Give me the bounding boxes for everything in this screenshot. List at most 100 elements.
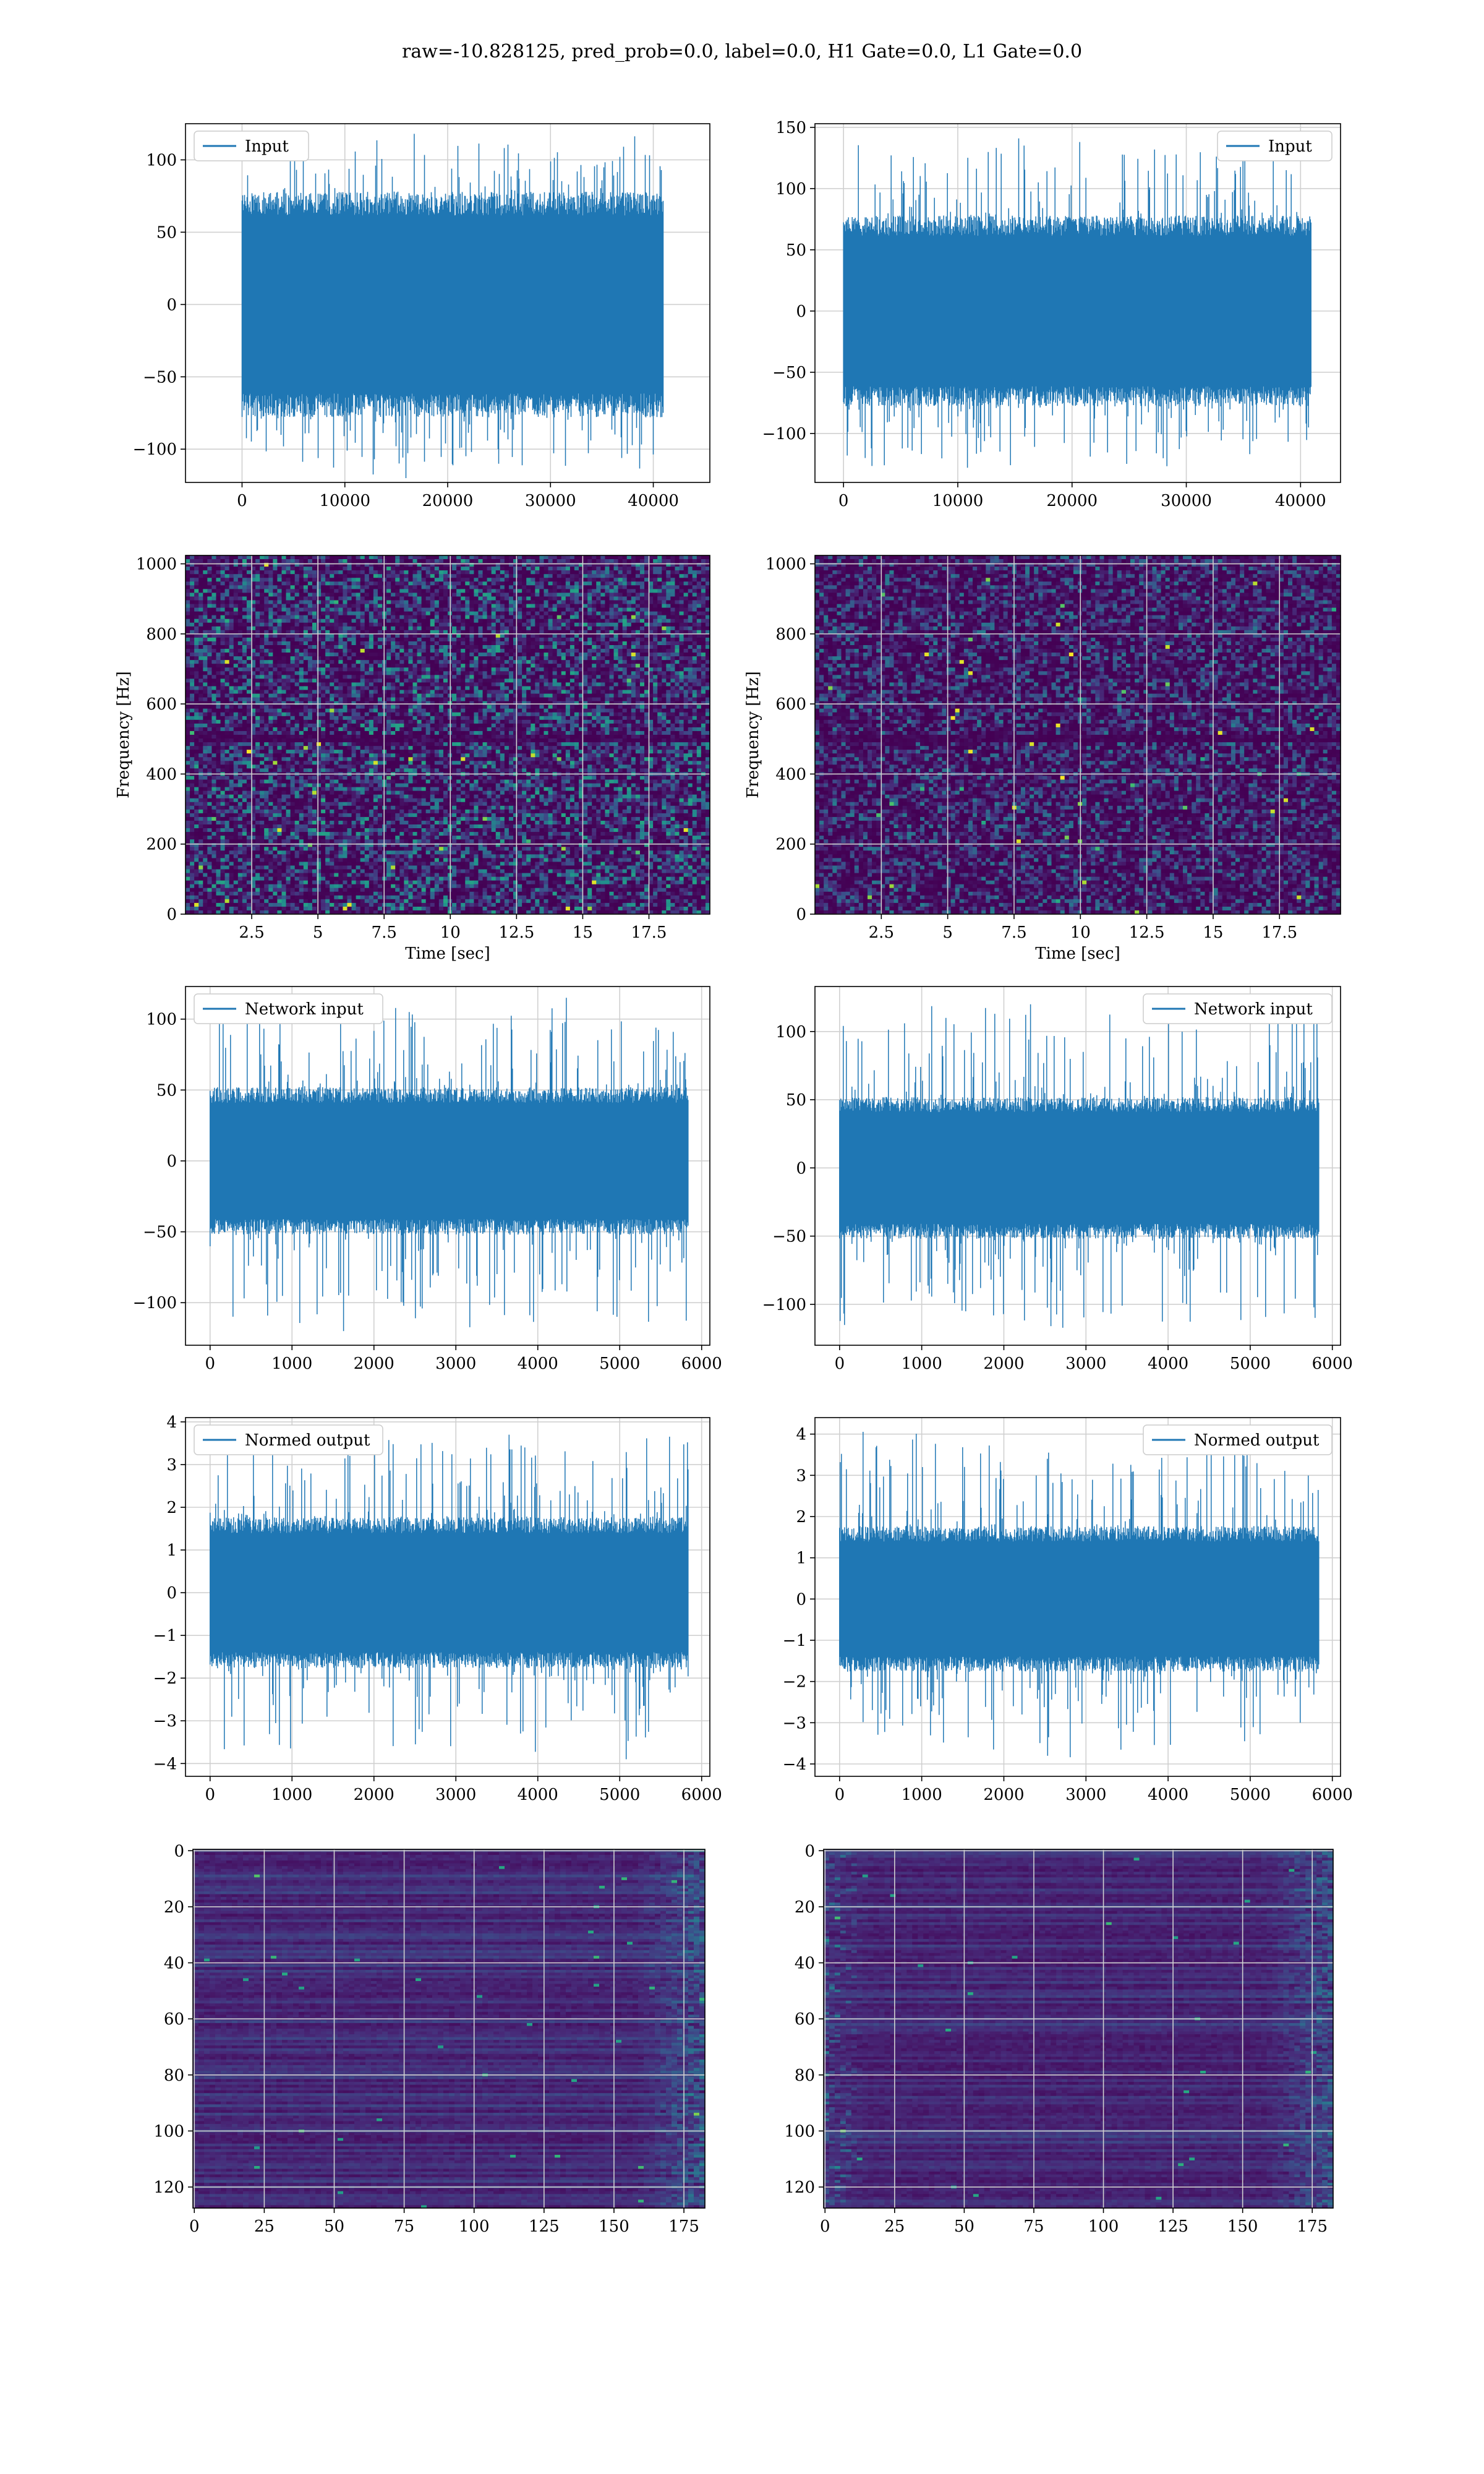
- x-tick-label: 0: [189, 2217, 200, 2236]
- y-tick-label: 100: [146, 1011, 177, 1029]
- x-tick-label: 15: [573, 923, 593, 942]
- y-tick-label: 1000: [136, 555, 177, 574]
- x-tick-label: 20000: [422, 492, 474, 510]
- y-tick-label: 20: [164, 1898, 184, 1917]
- y-tick-label: 0: [804, 1842, 815, 1860]
- x-tick-label: 2.5: [869, 923, 894, 942]
- y-tick-label: 200: [146, 836, 177, 854]
- y-tick-label: 0: [796, 1159, 806, 1178]
- x-tick-label: 6000: [1312, 1355, 1353, 1373]
- x-tick-label: 0: [820, 2217, 830, 2236]
- x-tick-label: 0: [205, 1355, 215, 1373]
- x-tick-label: 100: [1088, 2217, 1119, 2236]
- y-tick-label: 50: [786, 241, 806, 260]
- x-tick-label: 5: [942, 923, 953, 942]
- x-tick-label: 1000: [271, 1355, 312, 1373]
- y-axis-label: Frequency [Hz]: [744, 671, 762, 798]
- y-tick-label: 0: [166, 296, 177, 314]
- y-tick-label: 100: [784, 2122, 815, 2141]
- y-tick-label: −100: [133, 1294, 177, 1312]
- y-tick-label: 50: [156, 1081, 177, 1100]
- x-tick-label: 125: [529, 2217, 560, 2236]
- x-tick-label: 17.5: [1261, 923, 1297, 942]
- x-tick-label: 6000: [681, 1786, 722, 1804]
- y-tick-label: 0: [166, 905, 177, 924]
- x-axis-label: Time [sec]: [405, 944, 490, 963]
- x-tick-label: 1000: [271, 1786, 312, 1804]
- y-tick-label: 0: [796, 905, 806, 924]
- y-tick-label: 100: [153, 2122, 184, 2141]
- x-tick-label: 10: [1070, 923, 1091, 942]
- x-tick-label: 75: [1023, 2217, 1044, 2236]
- x-tick-label: 10: [440, 923, 461, 942]
- y-tick-label: −3: [783, 1714, 806, 1732]
- y-tick-label: 40: [164, 1954, 184, 1973]
- feat-h1-cells: [193, 1849, 706, 2209]
- x-tick-label: 50: [324, 2217, 344, 2236]
- x-tick-label: 15: [1203, 923, 1223, 942]
- y-tick-label: 80: [795, 2066, 815, 2085]
- y-tick-label: −100: [762, 425, 806, 443]
- x-tick-label: 125: [1158, 2217, 1188, 2236]
- y-tick-label: −1: [783, 1632, 806, 1650]
- legend-label: Normed output: [1194, 1431, 1320, 1450]
- x-tick-label: 4000: [1148, 1355, 1188, 1373]
- y-tick-label: 4: [166, 1413, 177, 1432]
- x-tick-label: 175: [668, 2217, 699, 2236]
- x-tick-label: 20000: [1046, 492, 1098, 510]
- x-tick-label: 0: [835, 1355, 845, 1373]
- x-tick-label: 5: [313, 923, 323, 942]
- y-tick-label: −1: [153, 1627, 177, 1645]
- y-tick-label: 2: [166, 1499, 177, 1517]
- spec-l1-chart: 2.5 5 7.5 10 12.5 15 17.502004006008001000Time…: [744, 555, 1341, 963]
- y-tick-label: −3: [153, 1712, 177, 1731]
- x-tick-label: 1000: [902, 1786, 942, 1804]
- y-tick-label: 100: [146, 151, 177, 169]
- y-tick-label: 50: [156, 223, 177, 242]
- norm-l1-legend: Normed output: [1143, 1425, 1332, 1455]
- x-tick-label: 3000: [1065, 1355, 1106, 1373]
- legend-label: Network input: [1194, 1000, 1313, 1019]
- x-tick-label: 2000: [983, 1355, 1024, 1373]
- x-tick-label: 3000: [435, 1786, 476, 1804]
- y-tick-label: 2: [796, 1508, 806, 1526]
- input-l1-series-line: [843, 138, 1311, 468]
- x-tick-label: 0: [237, 492, 247, 510]
- x-tick-label: 7.5: [1001, 923, 1026, 942]
- y-tick-label: 600: [146, 695, 177, 714]
- y-tick-label: 400: [146, 765, 177, 784]
- x-tick-label: 12.5: [1129, 923, 1165, 942]
- y-tick-label: 0: [796, 302, 806, 321]
- y-tick-label: −2: [153, 1669, 177, 1688]
- y-tick-label: 800: [146, 625, 177, 644]
- x-tick-label: 3000: [1065, 1786, 1106, 1804]
- legend-label: Input: [1268, 137, 1312, 156]
- x-tick-label: 0: [835, 1786, 845, 1804]
- y-tick-label: −50: [772, 1228, 806, 1246]
- spec-h1-cells: [186, 555, 710, 915]
- x-tick-label: 25: [884, 2217, 905, 2236]
- y-tick-label: 400: [775, 765, 806, 784]
- y-tick-label: −4: [783, 1755, 806, 1774]
- x-tick-label: 1000: [902, 1355, 942, 1373]
- x-tick-label: 10000: [319, 492, 370, 510]
- x-tick-label: 40000: [628, 492, 679, 510]
- x-tick-label: 50: [954, 2217, 974, 2236]
- input-l1-chart: 0 10000 20000 30000 40000−100−50050100150Inp…: [762, 119, 1341, 510]
- norm-h1-chart: 0 1000 2000 3000 4000 5000 6000−4−3−2−101234No…: [153, 1413, 722, 1804]
- x-tick-label: 40000: [1275, 492, 1326, 510]
- y-axis-label: Frequency [Hz]: [114, 671, 133, 798]
- y-tick-label: 0: [166, 1584, 177, 1603]
- y-tick-label: 1: [796, 1549, 806, 1568]
- x-tick-label: 2000: [354, 1786, 394, 1804]
- x-axis-label: Time [sec]: [1035, 944, 1120, 963]
- y-tick-label: −50: [772, 364, 806, 382]
- x-tick-label: 5000: [599, 1355, 640, 1373]
- x-tick-label: 0: [838, 492, 849, 510]
- y-tick-label: 0: [166, 1152, 177, 1171]
- x-tick-label: 25: [254, 2217, 275, 2236]
- net-h1-chart: 0 1000 2000 3000 4000 5000 6000−100−50050100Ne…: [133, 987, 722, 1373]
